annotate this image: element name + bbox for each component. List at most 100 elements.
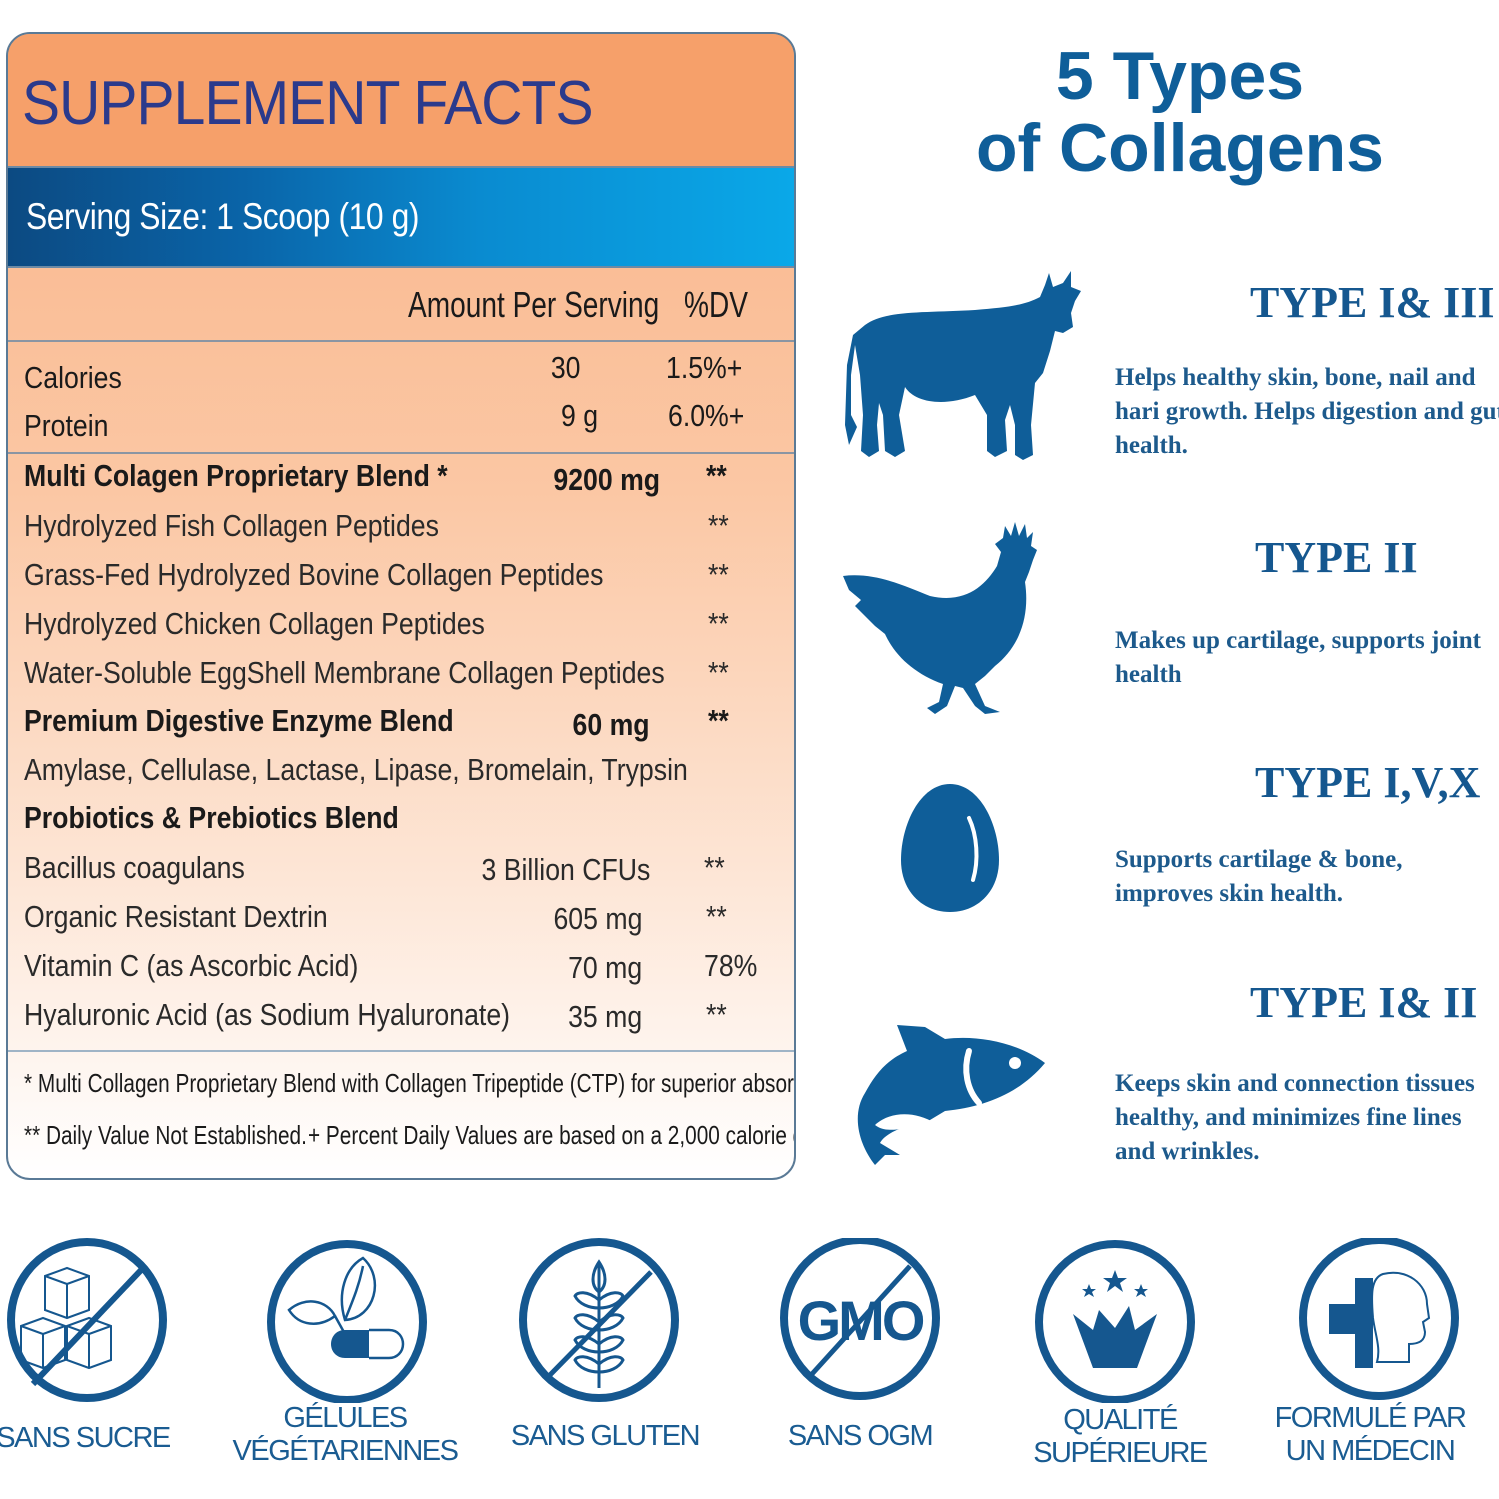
egg-icon — [901, 784, 999, 912]
amount-per-serving-header: Amount Per Serving — [408, 284, 660, 325]
plant-capsule-icon — [267, 1240, 427, 1403]
ingredient-row: Vitamin C (as Ascorbic Acid) 70 mg 78% — [8, 948, 794, 994]
ingredient-name: Probiotics & Prebiotics Blend — [24, 800, 399, 835]
ingredient-dv: ** — [706, 458, 727, 493]
ingredient-dv: ** — [704, 850, 725, 885]
serving-size-bar: Serving Size: 1 Scoop (10 g) — [8, 168, 794, 268]
no-gmo-icon: GMO — [780, 1238, 940, 1400]
ingredient-row: Premium Digestive Enzyme Blend 60 mg ** — [8, 703, 794, 749]
type-description: Makes up cartilage, supports joint healt… — [1115, 627, 1481, 688]
macro-amount: 30 — [550, 350, 580, 385]
ingredient-dv: ** — [708, 655, 729, 690]
ingredient-dv: ** — [708, 703, 729, 738]
ingredient-name: Multi Colagen Proprietary Blend * — [24, 458, 448, 493]
column-headers: Amount Per Serving %DV — [8, 268, 794, 342]
footnote-dv-not-established: ** Daily Value Not Established. — [24, 1120, 307, 1150]
type-title: TYPE I,V,X — [1255, 758, 1481, 807]
ingredient-dv: ** — [708, 508, 729, 543]
badge-label: SANS GLUTEN — [510, 1420, 701, 1452]
ingredient-name: Grass-Fed Hydrolyzed Bovine Collagen Pep… — [24, 557, 604, 592]
badge-sans-ogm: GMO SANS OGM — [735, 1230, 985, 1499]
ingredient-row: Organic Resistant Dextrin 605 mg ** — [8, 899, 794, 945]
collagen-title-line2: of Collagens — [975, 110, 1385, 186]
ingredient-amount: 35 mg — [567, 999, 642, 1034]
badge-sans-sucre: SANS SUCRE — [0, 1230, 250, 1499]
cow-icon — [845, 271, 1081, 460]
ingredient-name: Hyaluronic Acid (as Sodium Hyaluronate) — [24, 997, 511, 1032]
ingredient-name: Amylase, Cellulase, Lactase, Lipase, Bro… — [24, 752, 688, 787]
ingredient-dv: ** — [706, 997, 727, 1032]
collagen-type-fish: TYPE I& II Keeps skin and connection tis… — [835, 975, 1499, 1175]
ingredient-name: Water-Soluble EggShell Membrane Collagen… — [24, 655, 665, 690]
no-sugar-cubes-icon — [7, 1238, 167, 1402]
ingredient-amount: 3 Billion CFUs — [481, 852, 650, 887]
footnote-blend: * Multi Collagen Proprietary Blend with … — [24, 1068, 796, 1098]
macro-name: Protein — [24, 408, 109, 443]
type-title: TYPE I& III — [1250, 278, 1495, 327]
collagen-type-chicken: TYPE II Makes up cartilage, supports joi… — [835, 510, 1499, 720]
ingredient-row: Grass-Fed Hydrolyzed Bovine Collagen Pep… — [8, 557, 794, 603]
chicken-icon — [843, 522, 1037, 714]
type-title: TYPE II — [1255, 533, 1418, 582]
ingredient-dv: 78% — [704, 948, 758, 983]
ingredient-row: Bacillus coagulans 3 Billion CFUs ** — [8, 850, 794, 896]
ingredient-row: Hydrolyzed Fish Collagen Peptides ** — [8, 508, 794, 554]
ingredient-dv: ** — [708, 606, 729, 641]
collagen-types-title: 5 Types of Collagens — [930, 40, 1430, 184]
ingredient-row: Multi Colagen Proprietary Blend * 9200 m… — [8, 458, 794, 504]
ingredient-amount: 60 mg — [572, 707, 650, 742]
ingredient-row: Amylase, Cellulase, Lactase, Lipase, Bro… — [8, 752, 794, 798]
ingredient-amount: 9200 mg — [553, 462, 660, 497]
badge-label: SANS OGM — [787, 1420, 934, 1452]
ingredient-amount: 70 mg — [567, 950, 642, 985]
ingredient-name: Organic Resistant Dextrin — [24, 899, 328, 934]
panel-title-bar: SUPPLEMENT FACTS — [8, 34, 794, 168]
badge-label: SANS SUCRE — [0, 1422, 171, 1454]
collagen-type-eggshell: TYPE I,V,X Supports cartilage & bone, im… — [835, 755, 1499, 935]
badges-row: SANS SUCRE GÉLULES VÉGÉTARIENNES — [0, 1230, 1499, 1499]
badge-formule-par-un-medecin: FORMULÉ PAR UN MÉDECIN — [1245, 1230, 1495, 1499]
type-description: Keeps skin and connection tissues health… — [1115, 1070, 1475, 1165]
fish-icon — [857, 1025, 1045, 1165]
ingredient-dv: ** — [706, 899, 727, 934]
footnote-percent-dv: + Percent Daily Values are based on a 2,… — [308, 1120, 796, 1150]
collagen-type-bovine: TYPE I& III Helps healthy skin, bone, na… — [835, 265, 1499, 475]
crown-stars-icon — [1035, 1240, 1195, 1403]
collagen-title-line1: 5 Types — [1055, 38, 1305, 114]
footnotes: * Multi Collagen Proprietary Blend with … — [8, 1052, 794, 1176]
type-description: Helps healthy skin, bone, nail and hari … — [1115, 364, 1499, 459]
dv-header: %DV — [684, 284, 748, 325]
supplement-facts-panel: SUPPLEMENT FACTS Serving Size: 1 Scoop (… — [6, 32, 796, 1180]
doctor-cross-icon — [1299, 1238, 1459, 1400]
ingredient-row: Hyaluronic Acid (as Sodium Hyaluronate) … — [8, 997, 794, 1043]
macro-row-calories: Calories 30 1.5%+ — [8, 346, 794, 395]
badge-qualite-superieure: QUALITÉ SUPÉRIEURE — [995, 1230, 1245, 1499]
macro-amount: 9 g — [560, 398, 598, 433]
badge-label: QUALITÉ SUPÉRIEURE — [1033, 1404, 1208, 1469]
macro-dv: 6.0%+ — [668, 398, 745, 433]
badge-gelules-vegetariennes: GÉLULES VÉGÉTARIENNES — [220, 1230, 470, 1499]
ingredient-name: Hydrolyzed Fish Collagen Peptides — [24, 508, 439, 543]
ingredients-list: Multi Colagen Proprietary Blend * 9200 m… — [8, 454, 794, 1052]
ingredient-name: Vitamin C (as Ascorbic Acid) — [24, 948, 359, 983]
ingredient-row: Hydrolyzed Chicken Collagen Peptides ** — [8, 606, 794, 652]
ingredient-name: Hydrolyzed Chicken Collagen Peptides — [24, 606, 485, 641]
ingredient-name: Premium Digestive Enzyme Blend — [24, 703, 454, 738]
type-title: TYPE I& II — [1250, 978, 1478, 1027]
badge-label: FORMULÉ PAR UN MÉDECIN — [1274, 1402, 1467, 1467]
ingredient-amount: 605 mg — [553, 901, 642, 936]
no-gluten-wheat-icon — [519, 1238, 679, 1402]
ingredient-row: Water-Soluble EggShell Membrane Collagen… — [8, 655, 794, 701]
badge-label: GÉLULES VÉGÉTARIENNES — [232, 1402, 459, 1467]
macro-name: Calories — [24, 360, 122, 395]
ingredient-dv: ** — [708, 557, 729, 592]
ingredient-row: Probiotics & Prebiotics Blend — [8, 800, 794, 846]
serving-size: Serving Size: 1 Scoop (10 g) — [26, 196, 420, 237]
macro-row-protein: Protein 9 g 6.0%+ — [8, 396, 794, 443]
macro-dv: 1.5%+ — [666, 350, 743, 385]
macros-block: Calories 30 1.5%+ Protein 9 g 6.0%+ — [8, 342, 794, 454]
ingredient-name: Bacillus coagulans — [24, 850, 245, 885]
badge-sans-gluten: SANS GLUTEN — [480, 1230, 730, 1499]
supplement-facts-title: SUPPLEMENT FACTS — [22, 69, 594, 138]
type-description: Supports cartilage & bone, improves skin… — [1115, 846, 1403, 907]
